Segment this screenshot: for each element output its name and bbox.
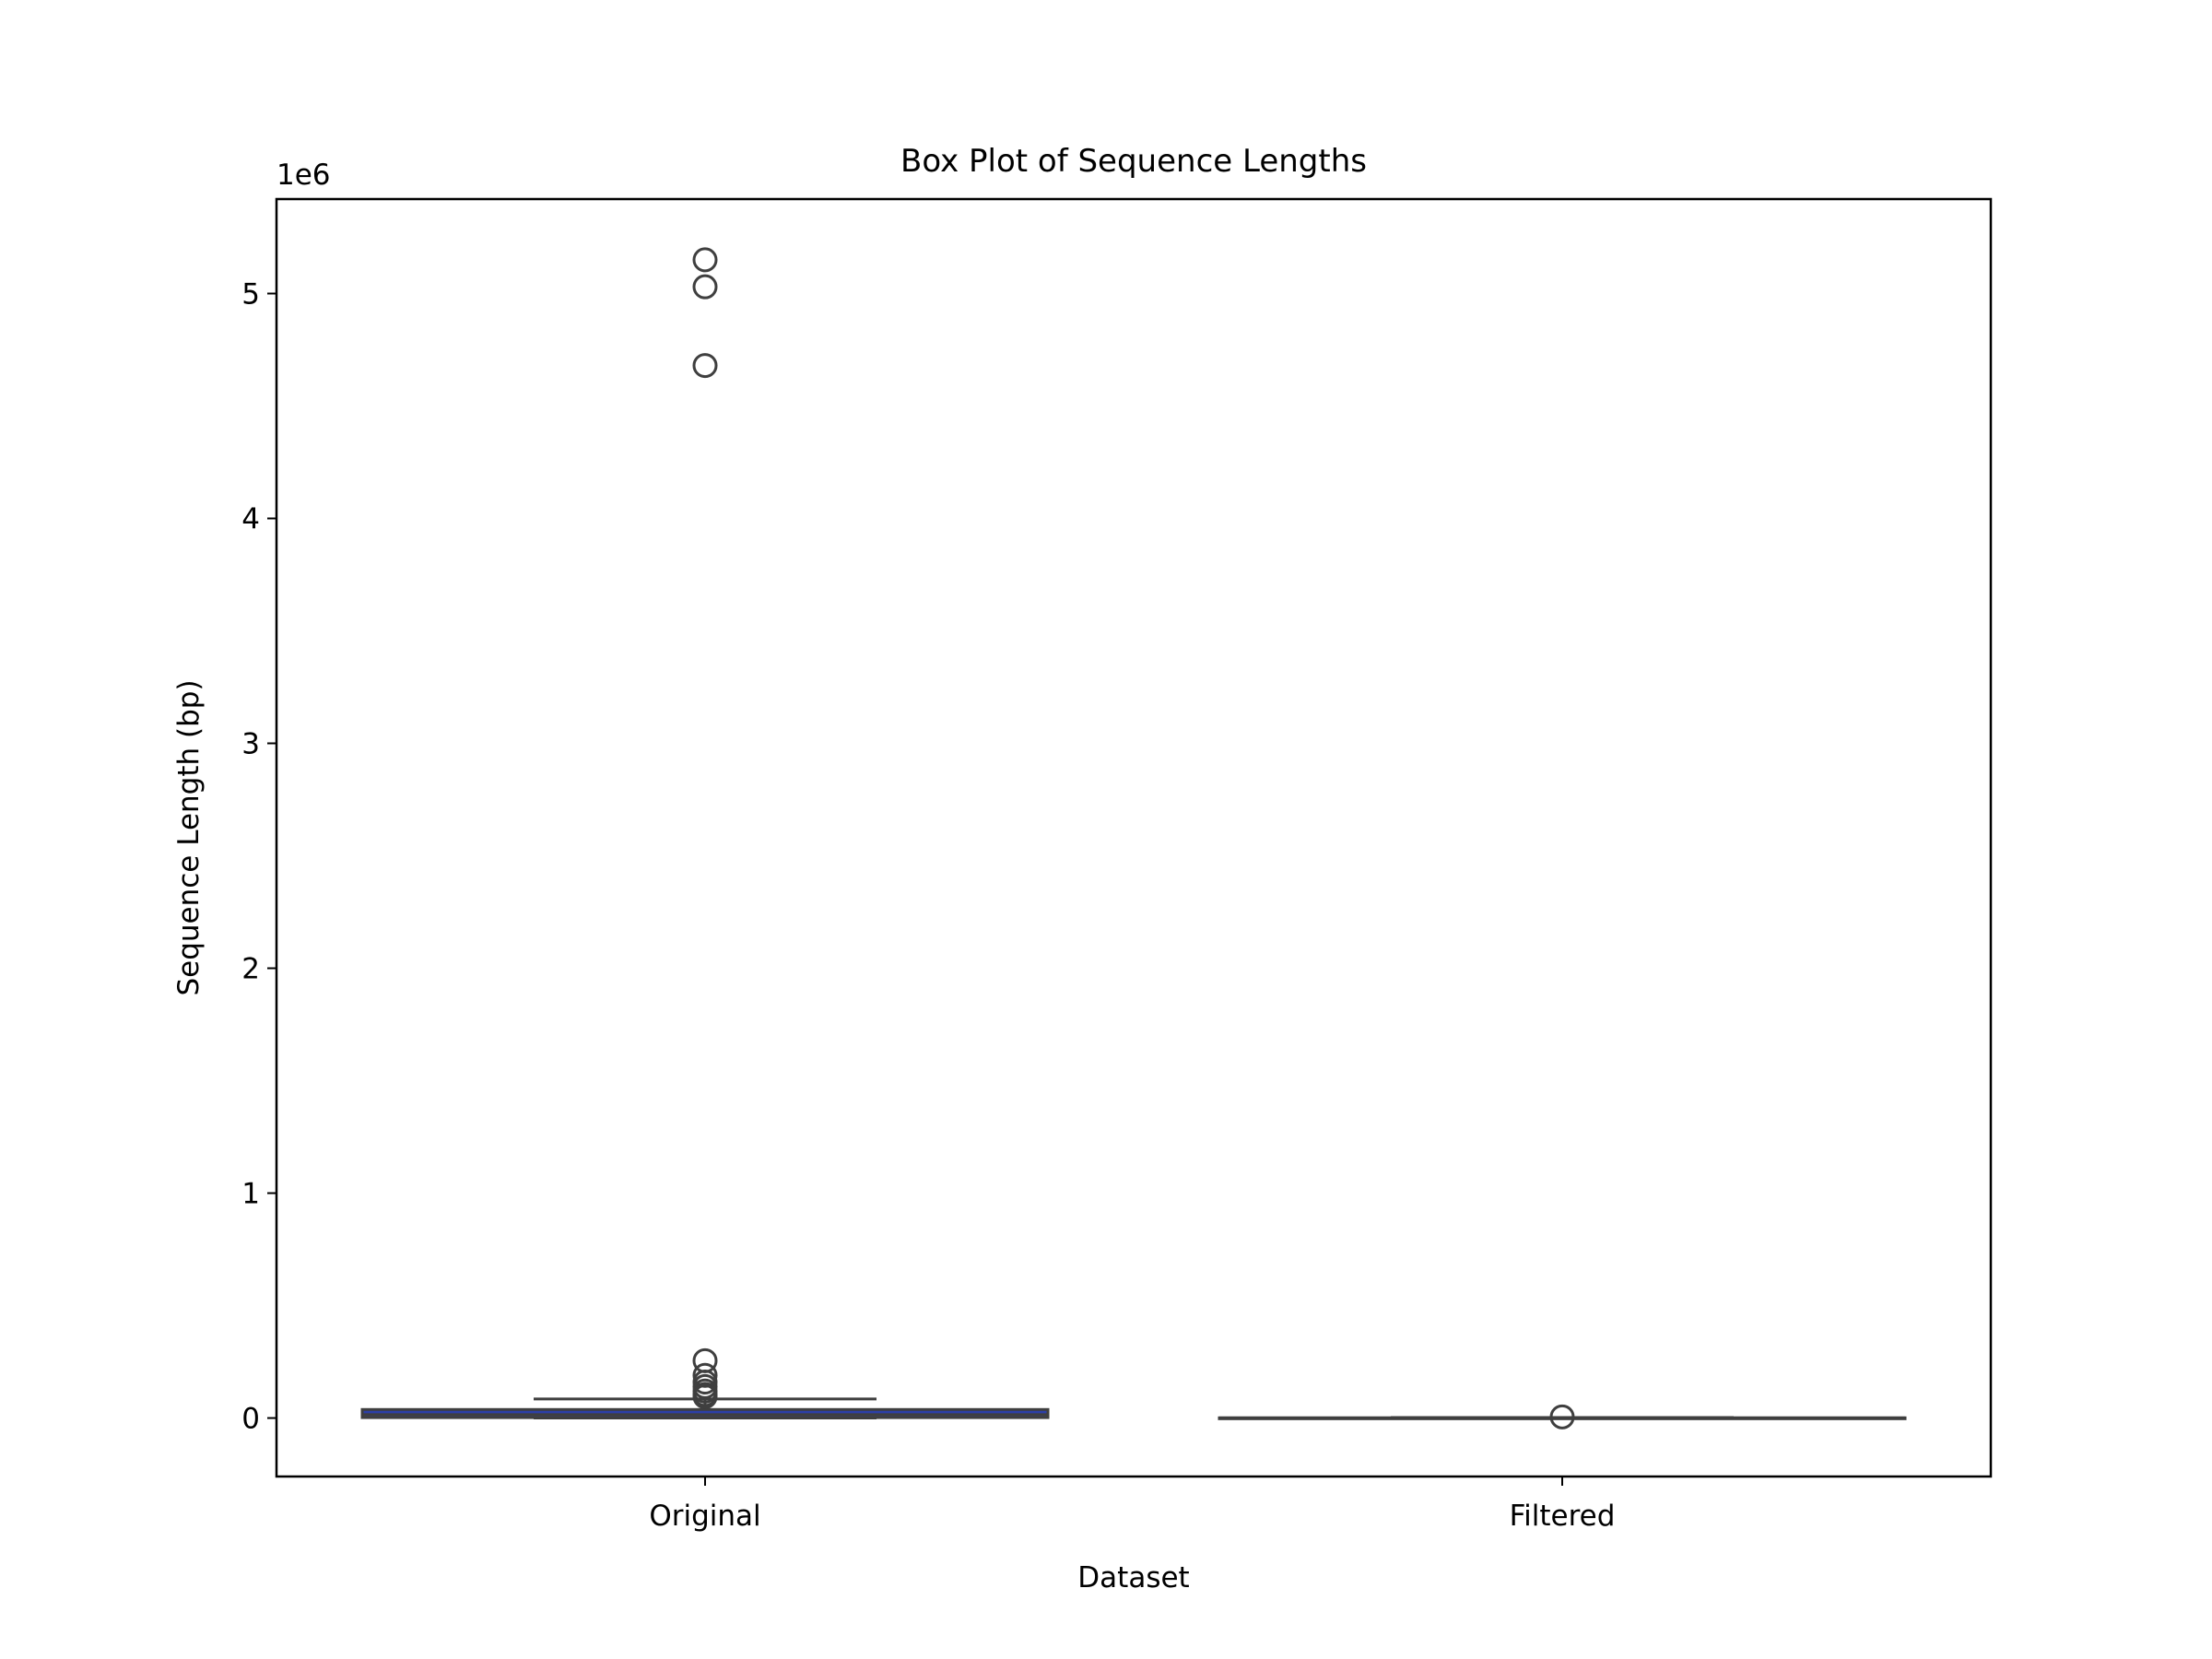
outlier-point [692, 247, 718, 273]
x-tick-label: Filtered [1510, 1500, 1616, 1533]
y-offset-label: 1e6 [276, 159, 331, 192]
y-axis-label: Sequence Length (bp) [172, 679, 206, 995]
y-tick-label: 5 [241, 277, 260, 311]
outlier-point [692, 1383, 718, 1409]
box-series-filtered [1218, 1404, 1907, 1430]
outlier-point [692, 353, 718, 379]
outlier-point [692, 274, 718, 300]
plot-area [360, 247, 1907, 1430]
chart-title: Box Plot of Sequence Lengths [900, 143, 1367, 180]
y-tick-label: 4 [241, 503, 260, 536]
axes-frame [275, 197, 1993, 1478]
y-tick-label: 1 [241, 1178, 260, 1211]
y-tick-label: 3 [241, 728, 260, 761]
x-axis-label: Dataset [1077, 1561, 1189, 1594]
y-tick-label: 0 [241, 1403, 260, 1436]
outlier-point [1549, 1404, 1575, 1430]
box-series-original [360, 247, 1050, 1420]
x-axis-ticks: Original Filtered [649, 1477, 1615, 1533]
y-tick-label: 2 [241, 953, 260, 986]
y-axis-ticks: 0 1 2 3 4 5 [241, 277, 276, 1436]
x-tick-label: Original [649, 1500, 760, 1533]
